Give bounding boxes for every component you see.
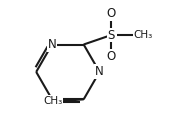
Text: CH₃: CH₃ <box>43 96 62 106</box>
Text: O: O <box>107 7 116 20</box>
Text: O: O <box>107 50 116 63</box>
Text: CH₃: CH₃ <box>134 30 153 40</box>
Text: S: S <box>108 29 115 41</box>
Text: N: N <box>48 38 56 51</box>
Text: N: N <box>95 65 104 78</box>
